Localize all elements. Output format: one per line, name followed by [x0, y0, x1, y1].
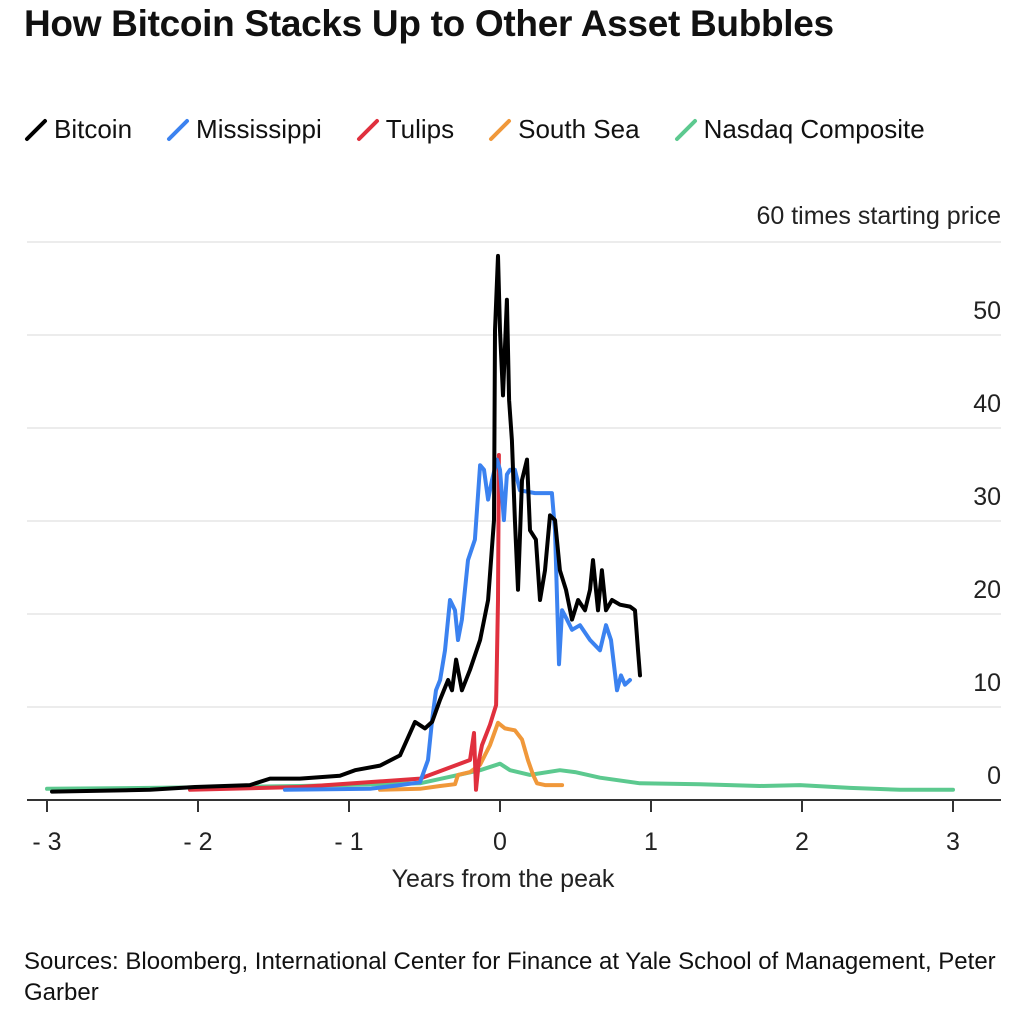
legend-item: South Sea — [488, 114, 640, 145]
x-tick-label: 0 — [493, 828, 507, 856]
x-axis-label: Years from the peak — [392, 865, 615, 893]
legend-swatch-icon — [489, 118, 512, 141]
legend-swatch-icon — [356, 118, 379, 141]
y-tick-label: 10 — [973, 669, 1001, 697]
legend-item: Nasdaq Composite — [674, 114, 925, 145]
legend-item: Tulips — [356, 114, 454, 145]
legend-label: Mississippi — [196, 114, 322, 144]
legend-label: Bitcoin — [54, 114, 133, 144]
legend-item: Bitcoin — [24, 114, 132, 145]
y-tick-label: 20 — [973, 576, 1001, 604]
series-line-mississippi — [283, 457, 632, 792]
chart-title: How Bitcoin Stacks Up to Other Asset Bub… — [24, 3, 834, 44]
x-tick-label: 2 — [795, 828, 809, 856]
series-line-south-sea — [378, 720, 565, 792]
legend-label: South Sea — [518, 114, 640, 144]
legend-item: Mississippi — [166, 114, 322, 145]
legend: Bitcoin Mississippi Tulips South Sea Nasdaq … — [24, 114, 925, 145]
x-tick-label: 3 — [946, 828, 960, 856]
legend-swatch-icon — [167, 118, 190, 141]
x-tick-label: 1 — [644, 828, 658, 856]
x-tick-label: - 1 — [334, 828, 363, 856]
x-tick-label: - 2 — [183, 828, 212, 856]
y-tick-label: 30 — [973, 483, 1001, 511]
legend-swatch-icon — [674, 118, 697, 141]
x-tick-label: - 3 — [32, 828, 61, 856]
series-line-bitcoin — [50, 253, 642, 794]
y-tick-label: 50 — [973, 297, 1001, 325]
legend-label: Nasdaq Composite — [703, 114, 925, 144]
legend-label: Tulips — [385, 114, 455, 144]
y-tick-label: 0 — [987, 762, 1001, 790]
legend-swatch-icon — [25, 118, 47, 141]
y-axis-label: 60 times starting price — [756, 202, 1001, 230]
y-tick-label: 40 — [973, 390, 1001, 418]
source-note: Sources: Bloomberg, International Center… — [24, 948, 996, 1006]
series-line-tulips — [188, 453, 501, 792]
